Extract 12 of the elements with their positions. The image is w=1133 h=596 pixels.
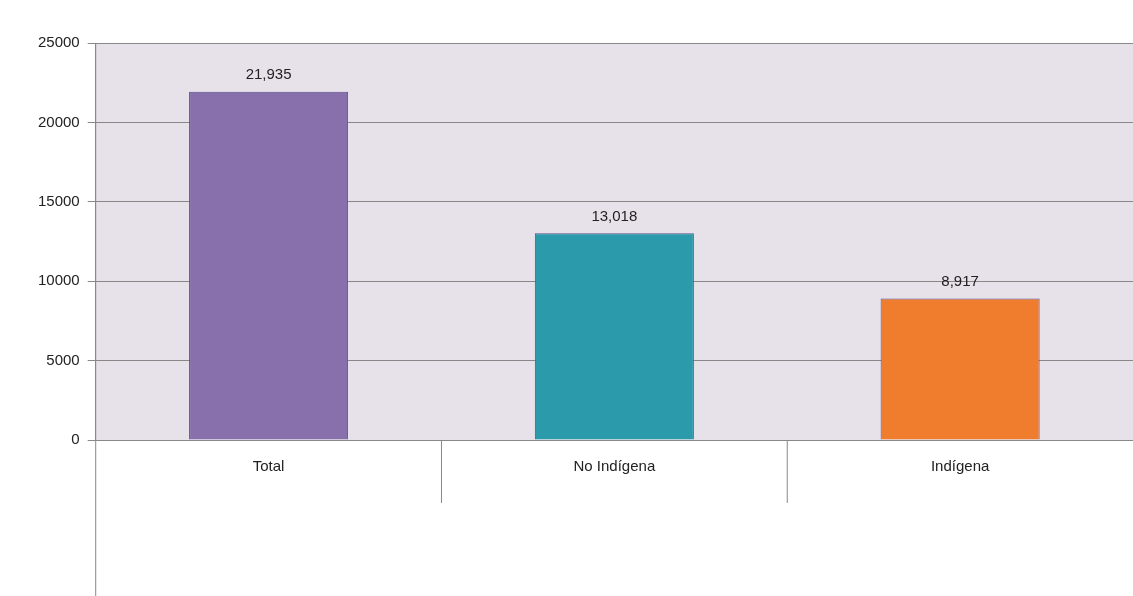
data-label: 21,935 [245, 65, 292, 83]
y-tick-label: 25000 [37, 33, 80, 51]
x-tick-label: No Indígena [573, 457, 656, 475]
x-tick-label: Indígena [930, 457, 990, 475]
y-tick-label: 20000 [37, 112, 80, 130]
y-tick-label: 0 [71, 430, 80, 448]
y-tick-label: 10000 [37, 271, 80, 289]
y-tick-label: 15000 [37, 191, 80, 209]
y-tick-label: 5000 [46, 350, 80, 368]
x-tick-label: Total [252, 457, 285, 475]
data-label: 8,917 [941, 272, 979, 290]
data-label: 13,018 [591, 206, 638, 224]
